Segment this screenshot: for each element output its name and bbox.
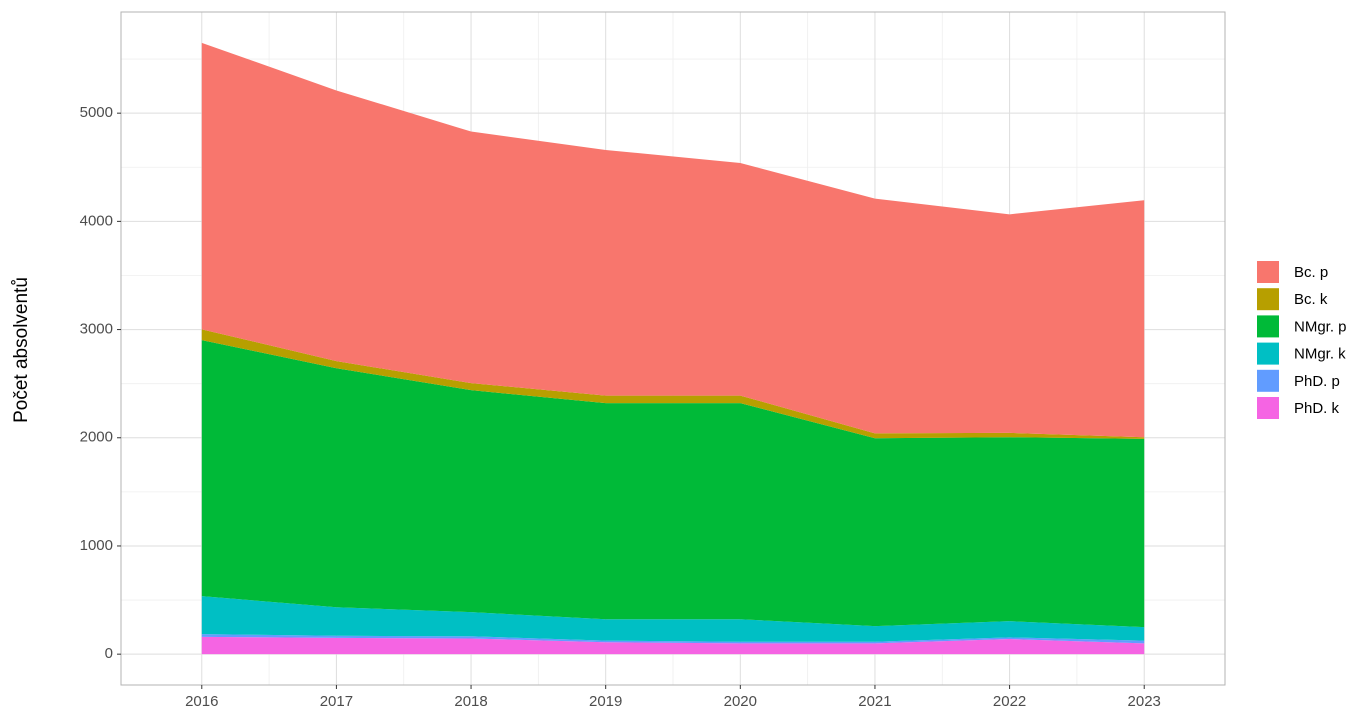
- legend-label: PhD. k: [1294, 400, 1340, 417]
- y-tick-label: 3000: [80, 321, 113, 338]
- legend-label: NMgr. k: [1294, 346, 1346, 363]
- legend-label: NMgr. p: [1294, 318, 1347, 335]
- y-tick-label: 5000: [80, 104, 113, 121]
- y-tick-label: 0: [105, 645, 113, 662]
- legend-key: [1257, 261, 1279, 283]
- x-tick-label: 2021: [858, 693, 891, 710]
- x-tick-label: 2018: [454, 693, 487, 710]
- legend-label: Bc. p: [1294, 264, 1328, 281]
- area: [201, 636, 1145, 655]
- x-tick-label: 2020: [724, 693, 757, 710]
- y-tick-label: 2000: [80, 429, 113, 446]
- legend-label: Bc. k: [1294, 291, 1328, 308]
- panel-border: [120, 11, 1226, 686]
- y-axis-title: Počet absolventů: [11, 277, 32, 423]
- area: [201, 42, 1145, 438]
- y-tick-label: 4000: [80, 212, 113, 229]
- areas: [201, 42, 1145, 655]
- legend-label: PhD. p: [1294, 373, 1340, 390]
- legend-key: [1257, 342, 1279, 365]
- legend: Bc. p Bc. k NMgr. p NMgr. k PhD. p PhD. k: [1257, 261, 1347, 419]
- legend-key: [1257, 369, 1279, 392]
- area: [201, 634, 1145, 644]
- area: [201, 596, 1145, 642]
- legend-key: [1257, 397, 1279, 419]
- x-tick-label: 2023: [1128, 693, 1161, 710]
- legend-key: [1257, 288, 1279, 311]
- y-tick-label: 1000: [80, 537, 113, 554]
- area: [201, 340, 1145, 628]
- x-tick-label: 2019: [589, 693, 622, 710]
- x-tick-label: 2022: [993, 693, 1026, 710]
- x-tick-label: 2016: [185, 693, 218, 710]
- legend-key: [1257, 315, 1279, 338]
- x-tick-label: 2017: [320, 693, 353, 710]
